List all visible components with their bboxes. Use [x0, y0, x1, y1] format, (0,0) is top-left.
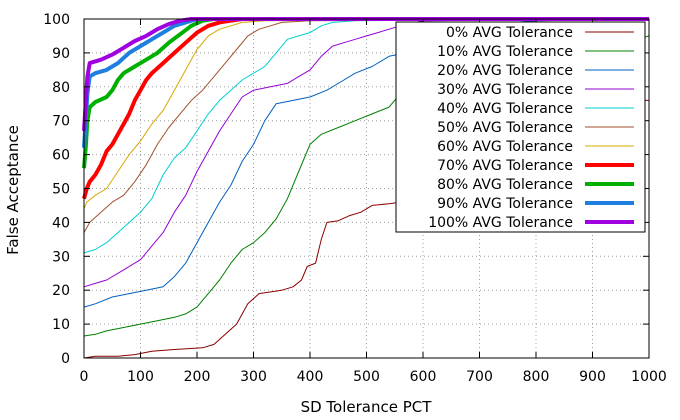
y-tick-label: 30 [52, 249, 70, 265]
y-axis-label: False Acceptance [4, 125, 22, 255]
y-tick-label: 40 [52, 215, 70, 231]
series-line-8 [82, 17, 649, 169]
legend: 0% AVG Tolerance 10% AVG Tolerance 20% AVG… [395, 21, 646, 233]
y-tick-label: 70 [52, 114, 70, 130]
x-tick-label: 600 [410, 369, 437, 385]
series-line-5 [83, 18, 650, 233]
x-tick-label: 1000 [631, 369, 667, 385]
series-line-4 [83, 18, 650, 254]
y-tick-label: 60 [52, 148, 70, 164]
series-lines [82, 17, 650, 359]
y-tick-label: 0 [61, 351, 70, 367]
legend-label: 20% AVG Tolerance [437, 63, 573, 79]
legend-label: 60% AVG Tolerance [437, 139, 573, 155]
legend-label: 10% AVG Tolerance [437, 44, 573, 60]
series-line-3 [83, 18, 650, 288]
legend-label: 100% AVG Tolerance [428, 215, 573, 231]
legend-label: 0% AVG Tolerance [446, 25, 573, 41]
x-tick-label: 200 [184, 369, 211, 385]
legend-label: 70% AVG Tolerance [437, 158, 573, 174]
x-tick-label: 700 [466, 369, 493, 385]
x-tick-label: 0 [80, 369, 89, 385]
y-tick-label: 50 [52, 182, 70, 198]
y-tick-label: 20 [52, 283, 70, 299]
x-tick-label: 800 [523, 369, 550, 385]
series-line-7 [82, 17, 649, 200]
y-tick-label: 90 [52, 46, 70, 62]
x-tick-label: 500 [353, 369, 380, 385]
x-tick-label: 400 [297, 369, 324, 385]
y-tick-label: 100 [43, 12, 70, 28]
y-tick-label: 80 [52, 80, 70, 96]
series-line-10 [82, 17, 649, 132]
x-tick-label: 100 [127, 369, 154, 385]
axis-ticks: 0 100 200 300 400 500 600 700 800 900 1000 0 10 20 30 4… [43, 12, 667, 385]
x-axis-label: SD Tolerance PCT [301, 398, 433, 416]
x-tick-label: 900 [579, 369, 606, 385]
legend-label: 50% AVG Tolerance [437, 120, 573, 136]
legend-label: 80% AVG Tolerance [437, 177, 573, 193]
y-tick-label: 10 [52, 317, 70, 333]
legend-label: 90% AVG Tolerance [437, 196, 573, 212]
legend-label: 30% AVG Tolerance [437, 82, 573, 98]
legend-label: 40% AVG Tolerance [437, 101, 573, 117]
x-tick-label: 300 [240, 369, 267, 385]
series-line-6 [83, 18, 650, 209]
